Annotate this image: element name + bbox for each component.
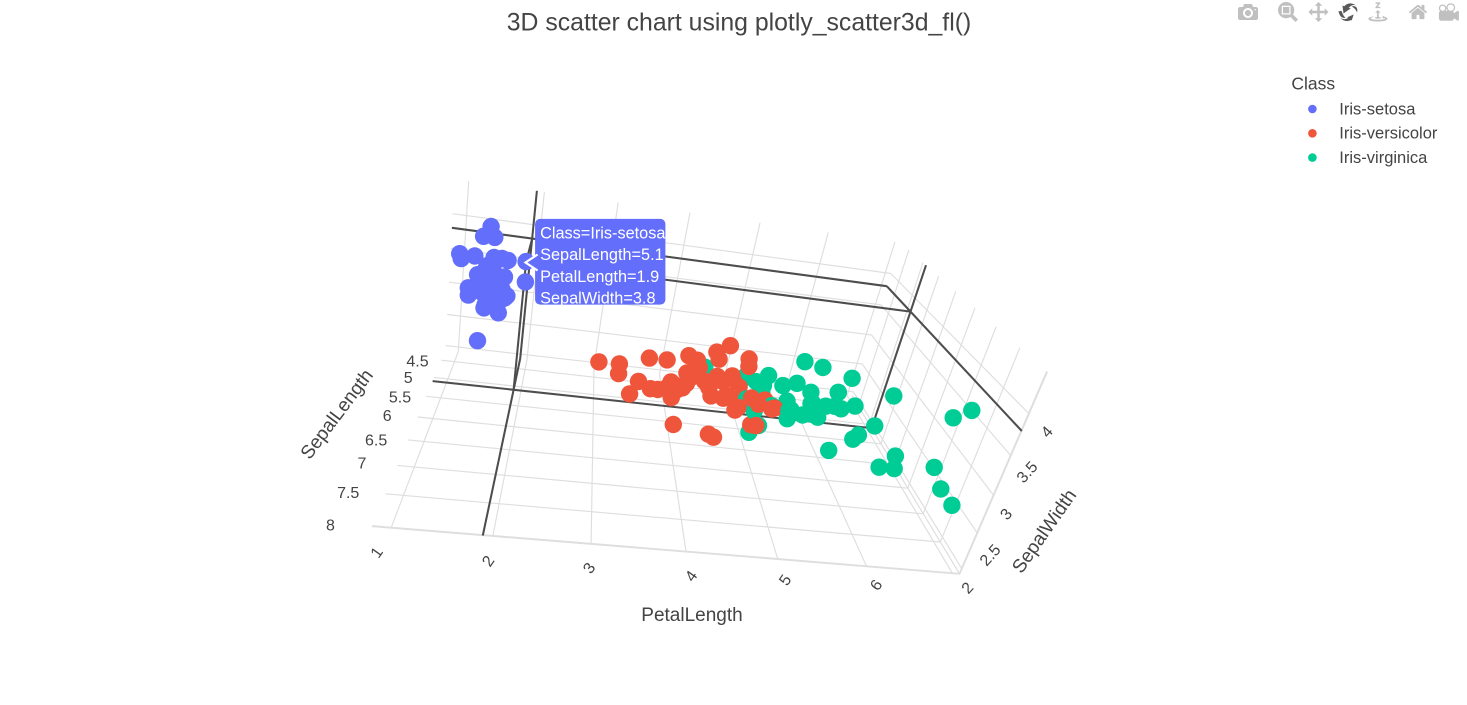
- svg-text:PetalLength: PetalLength: [641, 605, 742, 626]
- svg-text:SepalLength=5.1: SepalLength=5.1: [540, 246, 664, 264]
- svg-text:6.5: 6.5: [365, 433, 387, 450]
- svg-text:7.5: 7.5: [337, 485, 359, 502]
- svg-text:Iris-versicolor: Iris-versicolor: [1339, 125, 1438, 143]
- svg-text:3D scatter chart using plotly_: 3D scatter chart using plotly_scatter3d_…: [507, 10, 971, 37]
- svg-text:Class=Iris-setosa: Class=Iris-setosa: [540, 225, 666, 243]
- svg-text:5: 5: [404, 370, 413, 387]
- svg-text:7: 7: [358, 455, 367, 472]
- svg-text:Class: Class: [1291, 74, 1335, 94]
- svg-text:6: 6: [383, 408, 392, 425]
- svg-text:SepalWidth=3.8: SepalWidth=3.8: [540, 290, 655, 308]
- svg-text:Iris-setosa: Iris-setosa: [1339, 100, 1416, 118]
- svg-text:Iris-virginica: Iris-virginica: [1339, 149, 1428, 167]
- svg-text:4.5: 4.5: [406, 354, 428, 371]
- svg-text:8: 8: [326, 517, 335, 534]
- svg-text:PetalLength=1.9: PetalLength=1.9: [540, 268, 659, 286]
- svg-text:5.5: 5.5: [389, 390, 411, 407]
